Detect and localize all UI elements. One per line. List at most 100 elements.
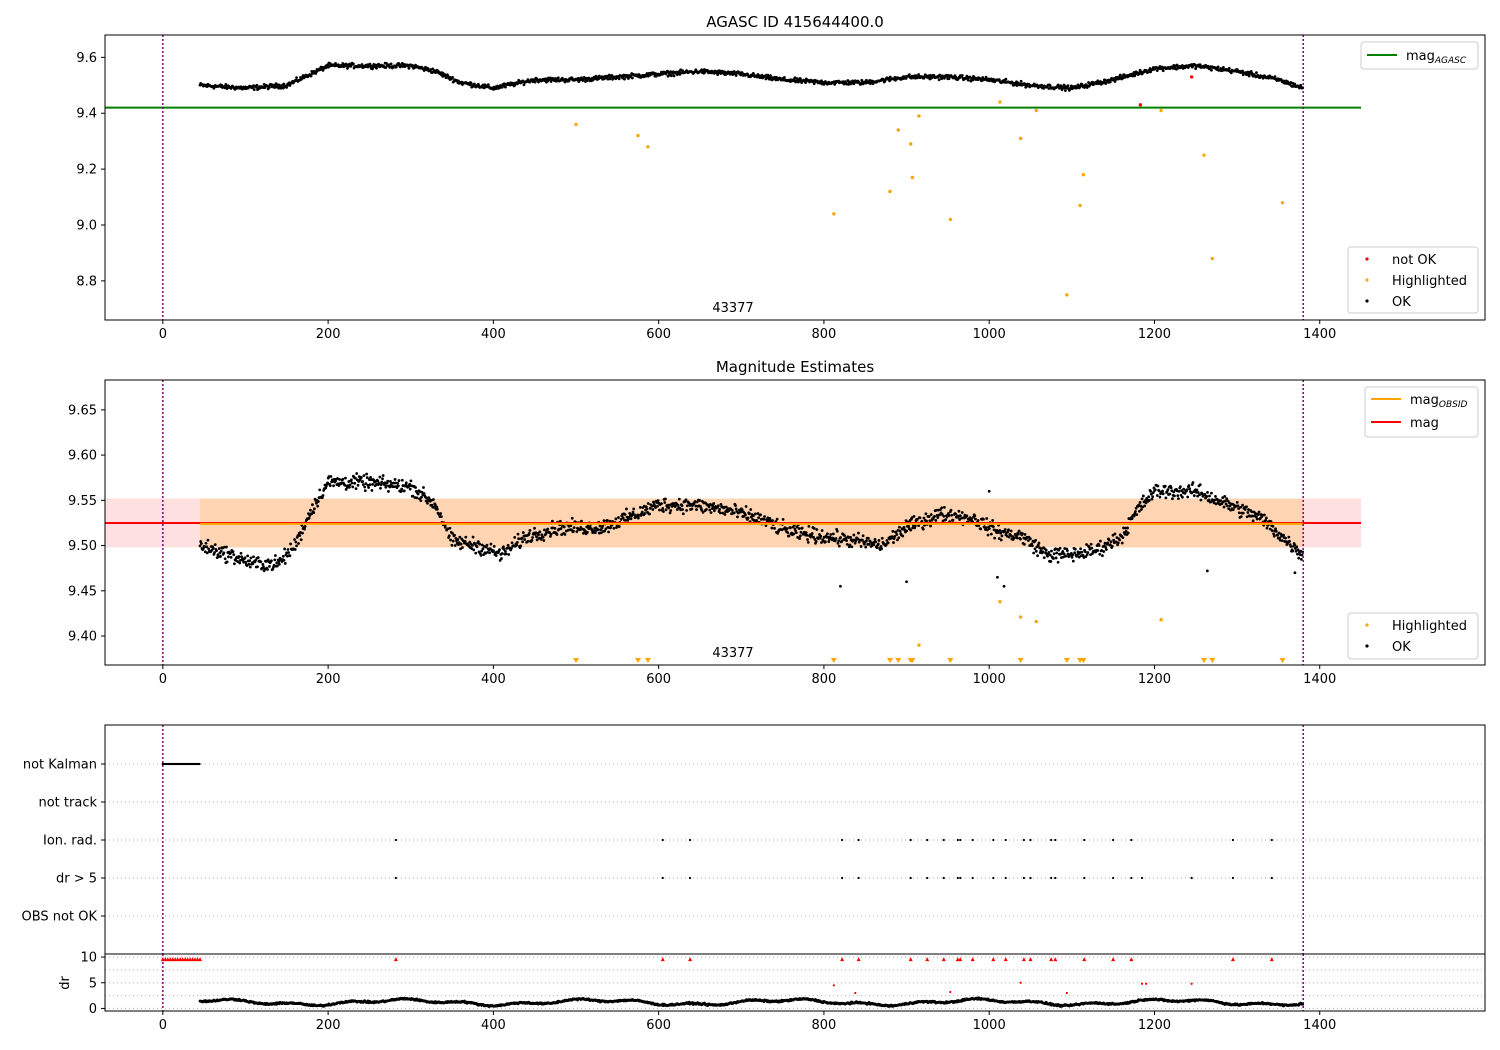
magnitude-ok-point bbox=[732, 511, 736, 515]
agasc-ok-point bbox=[346, 67, 349, 70]
magnitude-ok-point bbox=[805, 533, 809, 537]
magnitude-ok-point bbox=[311, 503, 314, 507]
magnitude-ok-point bbox=[705, 507, 708, 511]
magnitude-ok-point bbox=[1169, 486, 1173, 490]
magnitude-ok-point bbox=[1271, 524, 1275, 528]
magnitude-ok-point bbox=[201, 547, 205, 551]
magnitude-ok-point bbox=[408, 482, 411, 486]
magnitude-ok-point bbox=[515, 541, 519, 544]
magnitude-ok-point bbox=[247, 562, 251, 566]
magnitude-ok-point bbox=[885, 538, 889, 542]
magnitude-ok-point bbox=[685, 504, 689, 508]
magnitude-ok-point bbox=[470, 547, 474, 550]
magnitude-ok-point bbox=[936, 516, 940, 519]
magnitude-ok-point bbox=[677, 497, 681, 501]
magnitude-ok-point bbox=[1185, 488, 1189, 492]
agasc-ok-point bbox=[389, 62, 393, 66]
agasc-highlighted-point bbox=[908, 142, 913, 146]
magnitude-ok-point bbox=[1107, 538, 1111, 542]
agasc-highlighted-point bbox=[1034, 108, 1038, 113]
magnitude-ok-point bbox=[759, 513, 763, 517]
magnitude-ok-point bbox=[1101, 554, 1104, 558]
flags-dr-gt5-point bbox=[688, 876, 692, 880]
magnitude-ok-point bbox=[459, 547, 462, 551]
magnitude-ok-point bbox=[1188, 487, 1192, 491]
magnitude-ok-point bbox=[251, 562, 255, 566]
magnitude-ok-point bbox=[435, 505, 439, 509]
magnitude-ok-point bbox=[351, 485, 355, 489]
magnitude-ok-point bbox=[1164, 496, 1168, 500]
magnitude-ok-point bbox=[1241, 511, 1245, 515]
magnitude-ok-point bbox=[1219, 499, 1223, 503]
magnitude-ok-point bbox=[1132, 514, 1136, 518]
agasc-legend-label-ok: OK bbox=[1392, 295, 1411, 310]
flags-dr-gt5-point bbox=[1050, 876, 1053, 880]
magnitude-ok-point bbox=[815, 528, 819, 531]
magnitude-ok-point bbox=[213, 543, 217, 547]
agasc-x-tick-label: 1000 bbox=[973, 327, 1006, 342]
magnitude-legend-marker-ok bbox=[1365, 644, 1369, 648]
magnitude-ok-point bbox=[673, 505, 677, 508]
agasc-ok-point bbox=[309, 74, 313, 78]
magnitude-ok-point bbox=[363, 489, 367, 493]
magnitude-ok-point bbox=[1156, 484, 1160, 488]
magnitude-ok-point bbox=[541, 535, 545, 539]
magnitude-ok-point bbox=[1208, 494, 1211, 498]
magnitude-ok-point bbox=[958, 518, 962, 521]
magnitude-ok-point bbox=[1023, 533, 1027, 536]
agasc-ok-point bbox=[1229, 71, 1233, 75]
magnitude-ok-point bbox=[661, 507, 665, 510]
agasc-ok-point bbox=[252, 88, 256, 92]
magnitude-ok-point bbox=[515, 543, 519, 547]
magnitude-ok-point bbox=[1147, 495, 1151, 499]
magnitude-ok-point bbox=[603, 529, 607, 533]
magnitude-y-axis: 9.409.459.509.559.609.65 bbox=[68, 403, 105, 645]
magnitude-ok-point bbox=[1274, 529, 1278, 533]
magnitude-ok-point bbox=[329, 475, 333, 478]
magnitude-ok-point bbox=[664, 497, 667, 501]
magnitude-ok-point bbox=[572, 529, 575, 533]
magnitude-ok-point bbox=[1264, 516, 1268, 520]
magnitude-ok-point bbox=[843, 534, 846, 538]
magnitude-ok-point bbox=[243, 556, 247, 560]
magnitude-ok-point bbox=[1140, 508, 1143, 511]
magnitude-ok-point bbox=[894, 530, 898, 534]
agasc-ok-point bbox=[321, 68, 325, 72]
magnitude-ok-point bbox=[1293, 571, 1297, 575]
agasc-panel: AGASC ID 415644400.0 0 200 400 600 800 1000 12… bbox=[76, 13, 1486, 342]
magnitude-ok-point bbox=[1126, 526, 1129, 530]
magnitude-ok-point bbox=[837, 544, 841, 548]
magnitude-ok-point bbox=[845, 539, 848, 543]
agasc-ok-point bbox=[472, 82, 476, 86]
magnitude-ok-point bbox=[991, 519, 995, 522]
magnitude-ok-point bbox=[648, 512, 651, 516]
agasc-ok-point bbox=[971, 78, 975, 82]
magnitude-ok-point bbox=[500, 557, 503, 560]
magnitude-ok-point bbox=[479, 553, 483, 557]
magnitude-ok-point bbox=[400, 478, 404, 482]
magnitude-ok-point bbox=[1033, 547, 1037, 551]
agasc-legend-marker-not-ok bbox=[1365, 257, 1369, 261]
flags-ion-rad-point bbox=[909, 838, 912, 842]
flags-dr-gt5-point bbox=[1270, 876, 1273, 880]
magnitude-ok-point bbox=[572, 526, 576, 530]
magnitude-ok-point bbox=[907, 524, 911, 528]
flags-dr-gt5-point bbox=[1130, 876, 1133, 880]
agasc-ok-point bbox=[783, 76, 786, 79]
magnitude-ok-point bbox=[820, 529, 824, 532]
flags-ion-rad-point bbox=[942, 838, 945, 842]
magnitude-ok-point bbox=[480, 549, 484, 553]
magnitude-ok-point bbox=[864, 539, 868, 543]
magnitude-ok-point bbox=[563, 533, 567, 536]
magnitude-ok-point bbox=[422, 486, 425, 489]
agasc-ok-point bbox=[469, 81, 473, 85]
magnitude-ok-point bbox=[506, 543, 510, 547]
magnitude-ok-point bbox=[535, 538, 539, 542]
magnitude-ok-point bbox=[1071, 553, 1075, 557]
magnitude-ok-point bbox=[599, 531, 603, 535]
magnitude-ok-point bbox=[1007, 528, 1010, 532]
magnitude-ok-point bbox=[586, 530, 589, 534]
magnitude-highlighted-point bbox=[1034, 619, 1038, 624]
magnitude-ok-point bbox=[850, 545, 854, 549]
